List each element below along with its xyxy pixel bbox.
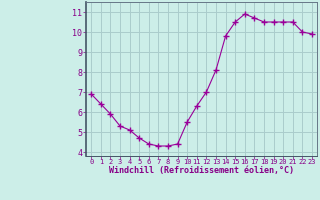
X-axis label: Windchill (Refroidissement éolien,°C): Windchill (Refroidissement éolien,°C) (109, 166, 294, 175)
